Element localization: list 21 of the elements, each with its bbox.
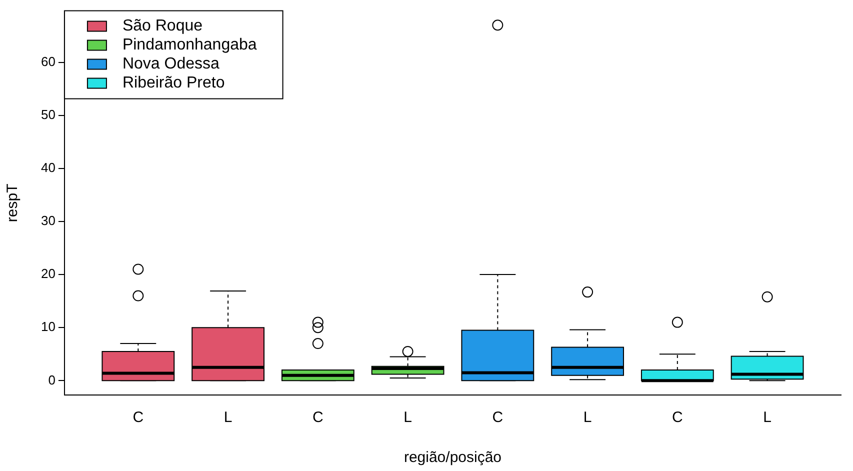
x-tick-label: C [312,409,324,426]
x-tick-label: C [492,409,504,426]
x-tick-label: C [132,409,144,426]
legend-label: Ribeirão Preto [122,74,225,92]
y-tick-label: 50 [40,106,56,122]
y-tick-label: 0 [48,372,56,388]
y-tick-label: 20 [40,266,56,282]
legend-label: Nova Odessa [122,56,220,73]
x-tick-label: L [224,409,232,426]
legend-label: Pindamonhangaba [122,36,257,54]
y-axis-title: respT [4,184,22,222]
y-tick-label: 30 [40,213,56,228]
y-tick-label: 40 [40,160,56,175]
y-tick-label: 10 [40,319,56,334]
x-tick-label: L [763,409,772,426]
x-tick-label: L [404,409,412,426]
x-tick-label: C [672,409,683,426]
x-axis-title: região/posição [404,449,502,466]
legend-label: São Roque [122,18,203,35]
y-tick-label: 60 [40,54,56,69]
x-tick-label: L [583,409,592,426]
